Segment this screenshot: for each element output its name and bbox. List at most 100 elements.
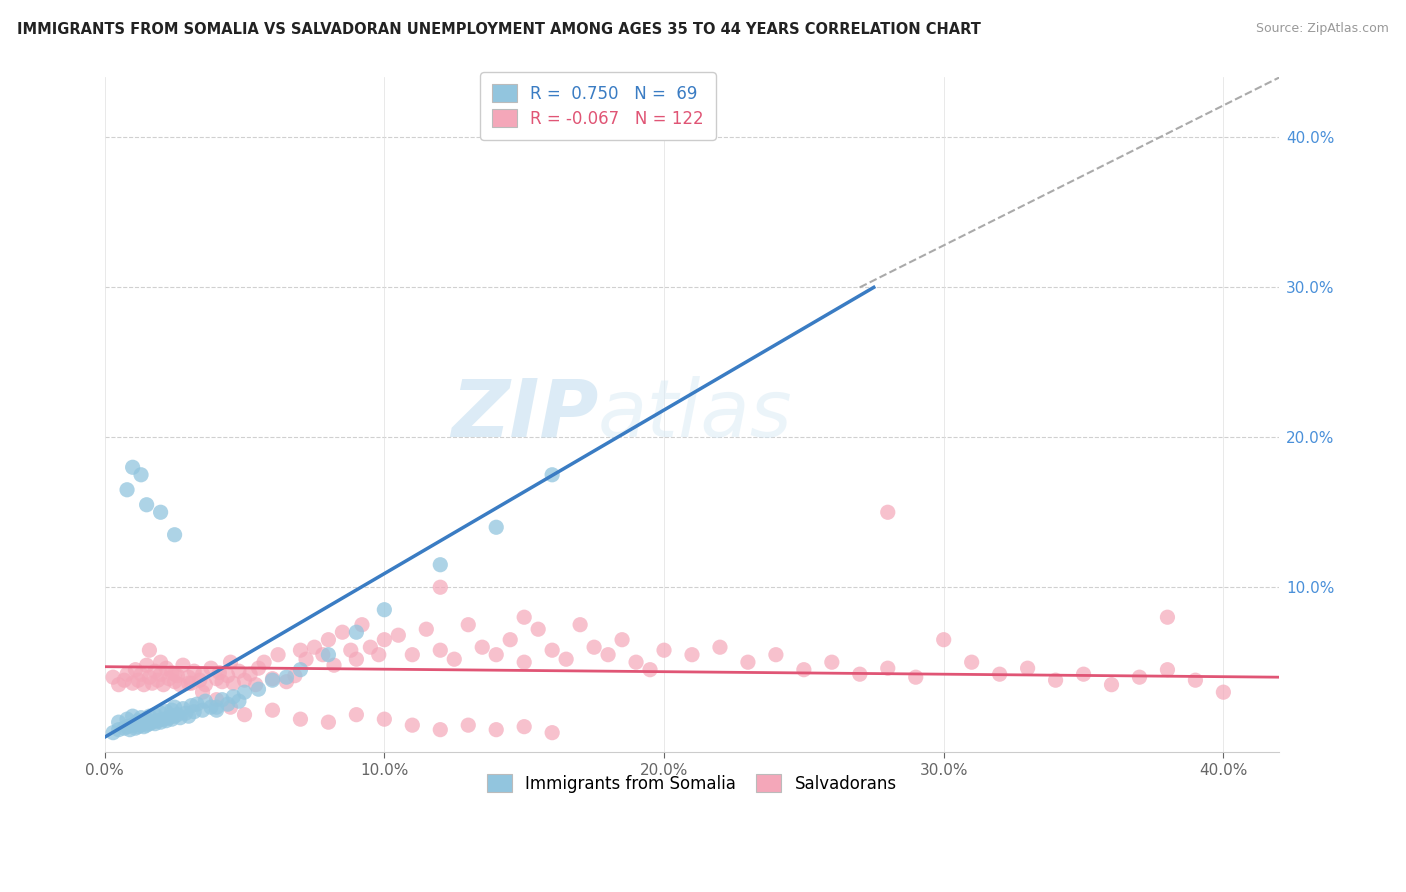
Point	[191, 703, 214, 717]
Point	[367, 648, 389, 662]
Point	[245, 678, 267, 692]
Point	[143, 664, 166, 678]
Text: atlas: atlas	[598, 376, 793, 454]
Point	[135, 718, 157, 732]
Point	[180, 698, 202, 713]
Point	[373, 712, 395, 726]
Point	[765, 648, 787, 662]
Point	[443, 652, 465, 666]
Point	[180, 676, 202, 690]
Point	[138, 670, 160, 684]
Point	[121, 676, 143, 690]
Point	[166, 707, 188, 722]
Point	[188, 673, 211, 688]
Point	[132, 720, 155, 734]
Point	[1156, 663, 1178, 677]
Point	[821, 655, 844, 669]
Point	[932, 632, 955, 647]
Point	[304, 640, 326, 655]
Point	[191, 667, 214, 681]
Point	[527, 622, 550, 636]
Point	[541, 725, 564, 739]
Point	[129, 711, 152, 725]
Point	[373, 632, 395, 647]
Point	[1184, 673, 1206, 688]
Point	[849, 667, 872, 681]
Point	[323, 658, 346, 673]
Point	[429, 643, 451, 657]
Point	[183, 705, 205, 719]
Point	[155, 714, 177, 728]
Point	[115, 712, 138, 726]
Point	[121, 709, 143, 723]
Point	[471, 640, 494, 655]
Point	[177, 670, 200, 684]
Point	[233, 707, 256, 722]
Point	[115, 483, 138, 497]
Point	[127, 720, 149, 734]
Point	[163, 709, 186, 723]
Point	[1101, 678, 1123, 692]
Point	[222, 676, 245, 690]
Point	[429, 580, 451, 594]
Point	[569, 617, 592, 632]
Point	[217, 697, 239, 711]
Point	[709, 640, 731, 655]
Point	[163, 527, 186, 541]
Point	[205, 672, 228, 686]
Point	[163, 667, 186, 681]
Point	[115, 720, 138, 734]
Point	[290, 712, 312, 726]
Point	[318, 632, 340, 647]
Point	[124, 716, 146, 731]
Point	[652, 643, 675, 657]
Point	[876, 661, 898, 675]
Point	[177, 709, 200, 723]
Point	[118, 723, 141, 737]
Point	[146, 714, 169, 728]
Point	[344, 625, 367, 640]
Point	[401, 718, 423, 732]
Point	[138, 716, 160, 731]
Point	[247, 682, 270, 697]
Point	[359, 640, 381, 655]
Point	[138, 709, 160, 723]
Point	[499, 632, 522, 647]
Point	[295, 652, 318, 666]
Point	[129, 667, 152, 681]
Point	[132, 715, 155, 730]
Point	[121, 718, 143, 732]
Point	[149, 706, 172, 721]
Point	[200, 700, 222, 714]
Point	[107, 715, 129, 730]
Point	[211, 674, 233, 689]
Point	[169, 711, 191, 725]
Point	[262, 672, 284, 686]
Point	[149, 505, 172, 519]
Point	[127, 673, 149, 688]
Point	[149, 655, 172, 669]
Point	[290, 643, 312, 657]
Point	[904, 670, 927, 684]
Point	[121, 460, 143, 475]
Point	[135, 498, 157, 512]
Point	[152, 712, 174, 726]
Point	[239, 667, 262, 681]
Point	[318, 715, 340, 730]
Point	[166, 668, 188, 682]
Point	[146, 673, 169, 688]
Point	[1128, 670, 1150, 684]
Point	[135, 658, 157, 673]
Point	[124, 721, 146, 735]
Point	[205, 700, 228, 714]
Point	[101, 670, 124, 684]
Point	[373, 603, 395, 617]
Point	[186, 697, 208, 711]
Point	[253, 655, 276, 669]
Point	[115, 667, 138, 681]
Point	[284, 668, 307, 682]
Point	[208, 665, 231, 680]
Point	[101, 725, 124, 739]
Point	[228, 664, 250, 678]
Point	[457, 718, 479, 732]
